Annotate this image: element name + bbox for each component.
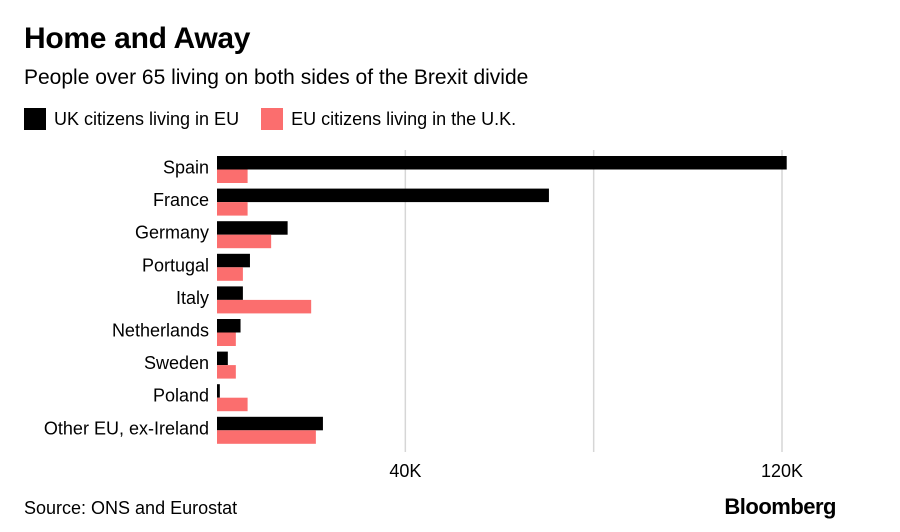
legend-item-eu-in-uk: EU citizens living in the U.K. [261, 108, 516, 130]
legend-swatch-eu-in-uk [261, 108, 284, 130]
bar-uk-in-eu [217, 221, 288, 235]
category-label: Germany [135, 223, 209, 243]
category-label: Other EU, ex-Ireland [44, 418, 209, 438]
bar-eu-in-uk [217, 299, 312, 314]
bar-eu-in-uk [217, 169, 248, 183]
x-tick-label: 40K [389, 461, 421, 481]
bloomberg-logo: Bloomberg [724, 494, 836, 519]
bar-eu-in-uk [217, 234, 272, 249]
source-note: Source: ONS and Eurostat [24, 498, 238, 518]
bar-eu-in-uk [217, 397, 248, 412]
category-label: Portugal [142, 255, 209, 275]
legend-label-uk-in-eu: UK citizens living in EU [54, 108, 240, 129]
bar-uk-in-eu [217, 156, 787, 170]
category-label: Spain [163, 158, 209, 178]
bar-uk-in-eu [217, 253, 250, 268]
bar-uk-in-eu [217, 188, 549, 203]
bar-eu-in-uk [217, 365, 236, 379]
legend-swatch-uk-in-eu [24, 108, 46, 130]
legend-label-eu-in-uk: EU citizens living in the U.K. [291, 108, 517, 129]
bar-eu-in-uk [217, 202, 248, 216]
bar-uk-in-eu [217, 319, 241, 333]
bar-uk-in-eu [217, 416, 323, 431]
bar-uk-in-eu [217, 351, 228, 366]
category-label: Poland [153, 386, 209, 406]
bar-eu-in-uk [217, 332, 236, 346]
chart-title: Home and Away [24, 22, 251, 55]
legend: UK citizens living in EU EU citizens liv… [24, 108, 538, 130]
category-label: France [153, 190, 209, 210]
x-tick-label: 120K [761, 461, 803, 481]
bar-uk-in-eu [217, 286, 243, 300]
bar-eu-in-uk [217, 267, 243, 281]
category-label: Sweden [144, 353, 209, 373]
chart-subtitle: People over 65 living on both sides of t… [24, 66, 529, 89]
category-label: Netherlands [112, 321, 209, 341]
bar-eu-in-uk [217, 430, 316, 444]
legend-item-uk-in-eu: UK citizens living in EU [24, 108, 239, 130]
bar-uk-in-eu [217, 384, 220, 398]
category-label: Italy [176, 288, 209, 308]
